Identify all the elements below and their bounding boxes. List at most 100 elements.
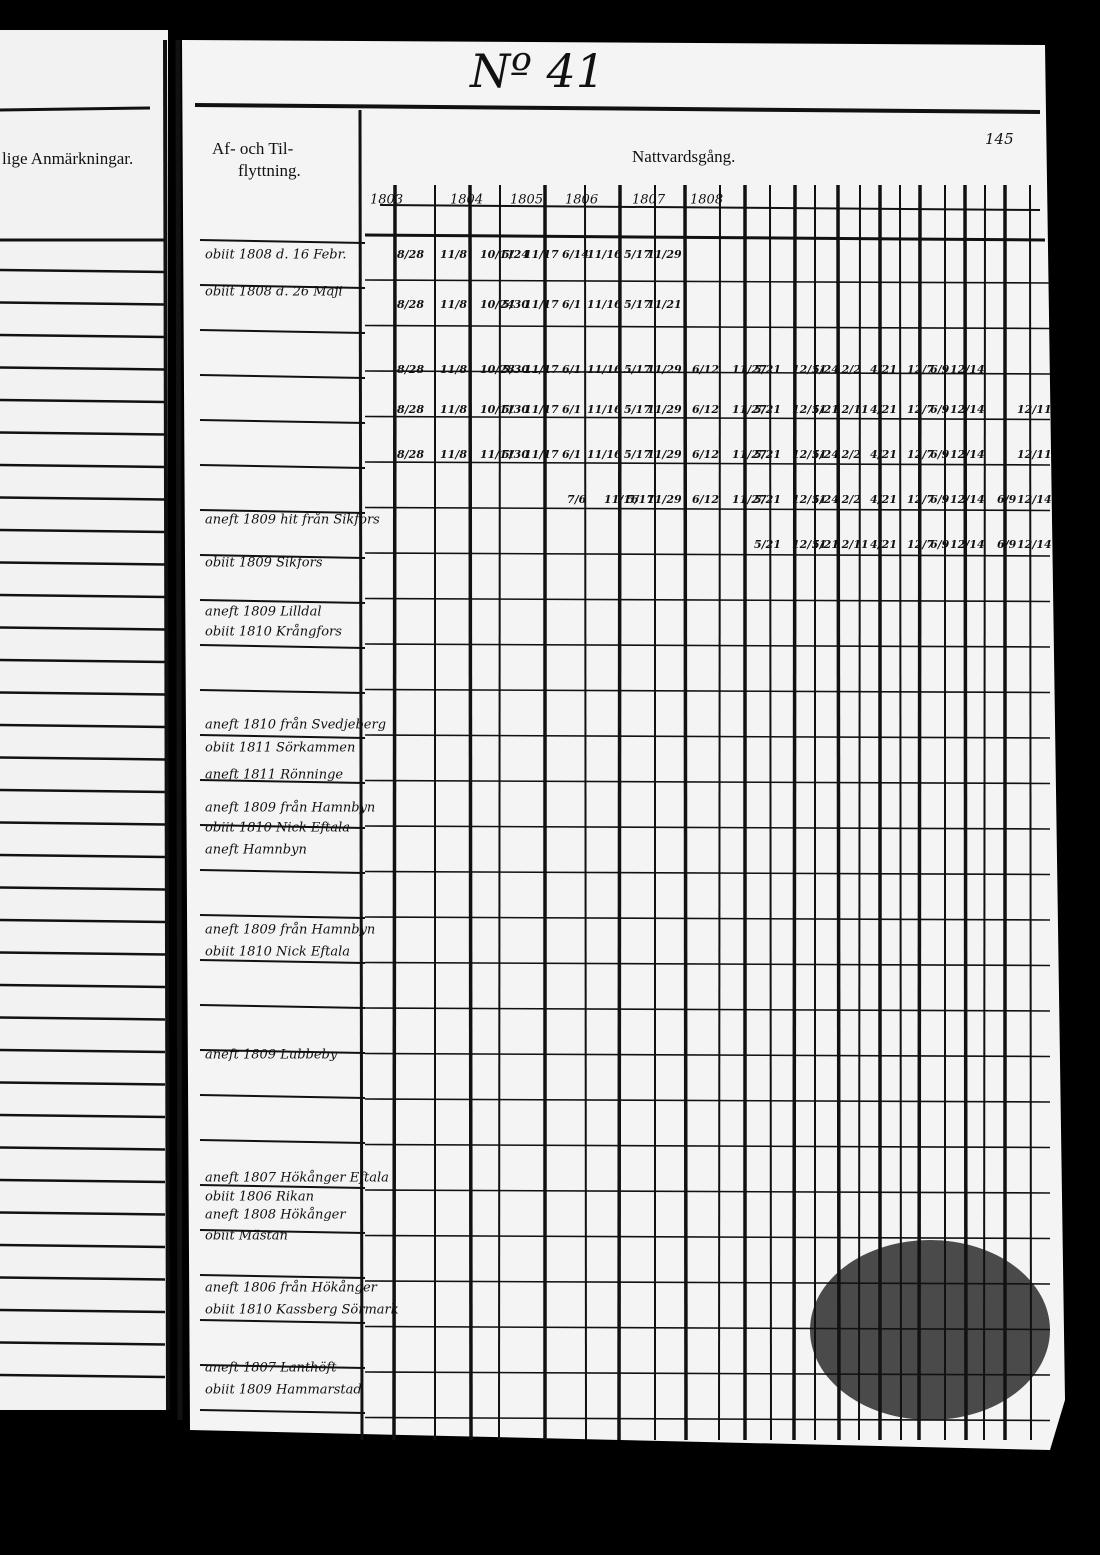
communion-mark: 5/17 (627, 493, 654, 506)
rule (0, 1341, 166, 1346)
communion-mark: 6/9 (930, 363, 950, 376)
communion-mark: 4/21 (870, 403, 897, 416)
rule (364, 688, 1051, 694)
entry: aneft 1809 Lilldal (205, 605, 322, 620)
communion-mark: 12/2 (834, 448, 861, 461)
communion-mark: 11/29 (647, 363, 682, 376)
communion-mark: 6/12 (692, 448, 719, 461)
rule (769, 184, 772, 1441)
rule (792, 184, 797, 1441)
rule (364, 779, 1051, 785)
rule (963, 184, 968, 1441)
year: 1806 (565, 193, 598, 208)
entry: aneft 1807 Hökånger Eftala (205, 1170, 389, 1186)
communion-mark: 4/21 (870, 493, 897, 506)
entry: obiit 1808 d. 26 Maji (205, 285, 343, 300)
communion-mark: 6/14 (562, 248, 589, 261)
rule (858, 184, 861, 1441)
communion-mark: 12/14 (1017, 538, 1052, 551)
communion-mark: 11/17 (524, 448, 559, 461)
rule (199, 1409, 366, 1414)
rule (392, 184, 397, 1441)
rule (199, 1229, 366, 1234)
rule (199, 509, 366, 514)
communion-mark: 11/29 (647, 248, 682, 261)
communion-mark: 12/11 (792, 403, 827, 416)
rule (364, 1234, 1051, 1240)
rule (1029, 184, 1032, 1441)
year: 1804 (450, 193, 483, 208)
rule (0, 1048, 166, 1054)
entry: aneft 1808 Hökånger (205, 1207, 346, 1223)
communion-mark: 11/8 (440, 448, 467, 461)
communion-mark: 6/1 (562, 363, 581, 376)
rule (0, 1113, 166, 1119)
communion-mark: 5/17 (624, 248, 651, 261)
communion-mark: 12/14 (950, 363, 985, 376)
rule (584, 184, 587, 1441)
rule (718, 184, 721, 1441)
rule (0, 1276, 166, 1281)
communion-mark: 10/11 (480, 248, 515, 261)
right-page (182, 40, 1065, 1450)
rule (0, 1178, 166, 1184)
rule (199, 554, 366, 559)
rule (364, 279, 1051, 284)
communion-mark: 5/17 (624, 403, 651, 416)
communion-mark: 11/8 (440, 403, 467, 416)
entry: obiit 1811 Sörkammen (205, 741, 355, 756)
entry: obiit 1810 Nick Eftala (205, 821, 350, 836)
entry: obiit 1810 Nick Eftala (205, 945, 350, 960)
rule (0, 333, 166, 339)
rule (364, 1052, 1051, 1058)
rule (0, 821, 166, 826)
rule (364, 734, 1051, 739)
communion-mark: 11/16 (604, 493, 639, 506)
communion-mark: 11/17 (524, 248, 559, 261)
communion-mark: 12/7 (907, 403, 934, 416)
communion-mark: 11/11 (480, 448, 515, 461)
communion-mark: 6/9 (930, 403, 950, 416)
communion-mark: 5/17 (624, 448, 651, 461)
communion-mark: 11/17 (524, 298, 559, 311)
rule (0, 723, 166, 729)
communion-mark: 11/27 (732, 403, 767, 416)
communion-mark: 5/21 (754, 538, 781, 551)
communion-mark: 8/28 (397, 363, 424, 376)
entry: obiit 1809 Sikfors (205, 556, 323, 571)
communion-mark: 4/21 (870, 448, 897, 461)
rule (194, 103, 1041, 114)
left-heading: lige Anmärkningar. (2, 149, 133, 168)
moving-heading: flyttning. (238, 161, 301, 180)
communion-mark: 6/9 (997, 493, 1017, 506)
moving-heading: Af- och Til- (212, 139, 294, 158)
communion-mark: 11/8 (440, 363, 467, 376)
rule (0, 886, 166, 891)
rule (0, 788, 166, 794)
communion-mark: 6/1 (562, 298, 581, 311)
communion-mark: 5/24 (812, 363, 839, 376)
communion-mark: 11/29 (647, 493, 682, 506)
rule (364, 461, 1051, 466)
communion-mark: 5/30 (502, 403, 529, 416)
rule (0, 1211, 166, 1216)
communion-mark: 11/8 (440, 248, 467, 261)
left-page (0, 30, 168, 1410)
year: 1808 (690, 193, 723, 208)
rule (364, 961, 1051, 967)
entry: obiit 1810 Kassberg Sörmark (205, 1303, 399, 1318)
communion-mark: 11/16 (587, 363, 622, 376)
communion-mark: 5/30 (502, 298, 529, 311)
entry: obiit 1806 Rikan (205, 1190, 314, 1205)
rule (199, 1184, 366, 1189)
rule (917, 184, 922, 1441)
stain (810, 1240, 1050, 1420)
rule (199, 1094, 366, 1099)
rule (199, 1139, 366, 1144)
rule (0, 1308, 166, 1314)
rule (0, 626, 166, 631)
rule (364, 370, 1051, 375)
communion-mark: 12/11 (792, 448, 827, 461)
rule (498, 184, 501, 1441)
rule (364, 597, 1051, 603)
